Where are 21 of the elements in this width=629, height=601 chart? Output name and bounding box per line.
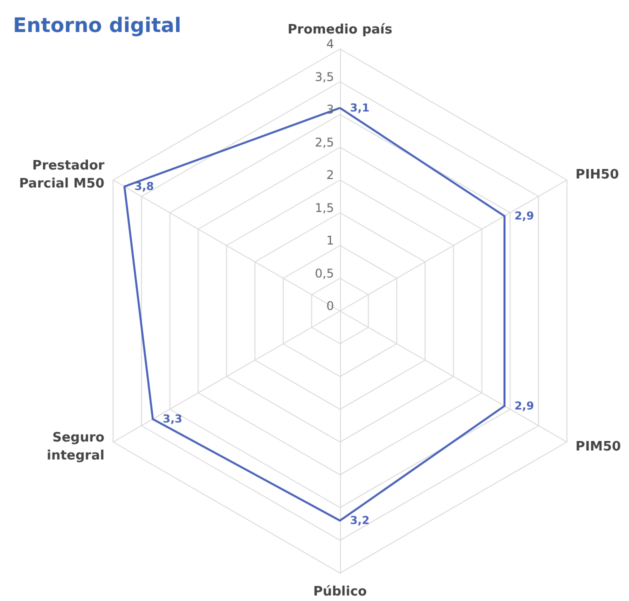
chart-title: Entorno digital [13, 13, 182, 37]
data-label: 3,8 [134, 180, 154, 194]
y-tick-label: 2 [326, 168, 334, 182]
y-tick-label: 3,5 [314, 70, 334, 84]
data-label: 3,1 [350, 101, 370, 114]
y-tick-label: 2,5 [314, 135, 334, 150]
y-tick-label: 1 [326, 234, 334, 248]
spoke-label: Seguro integral [46, 430, 104, 464]
spoke-label: PIH50 [576, 168, 619, 182]
spoke-label: Promedio país [288, 22, 393, 38]
data-label: 3,2 [350, 514, 370, 528]
data-label: 2,9 [514, 210, 534, 223]
y-tick-label: 4 [326, 37, 334, 51]
y-tick-label: 0 [326, 299, 334, 313]
spoke-label: Prestador Parcial M50 [19, 158, 106, 192]
data-label: 3,3 [162, 412, 182, 426]
spoke-label: PIM50 [576, 440, 621, 454]
data-label: 2,9 [514, 399, 534, 412]
spoke-label: Público [313, 584, 367, 600]
y-tick-label: 1,5 [314, 200, 334, 215]
y-tick-label: 0,5 [314, 266, 334, 280]
